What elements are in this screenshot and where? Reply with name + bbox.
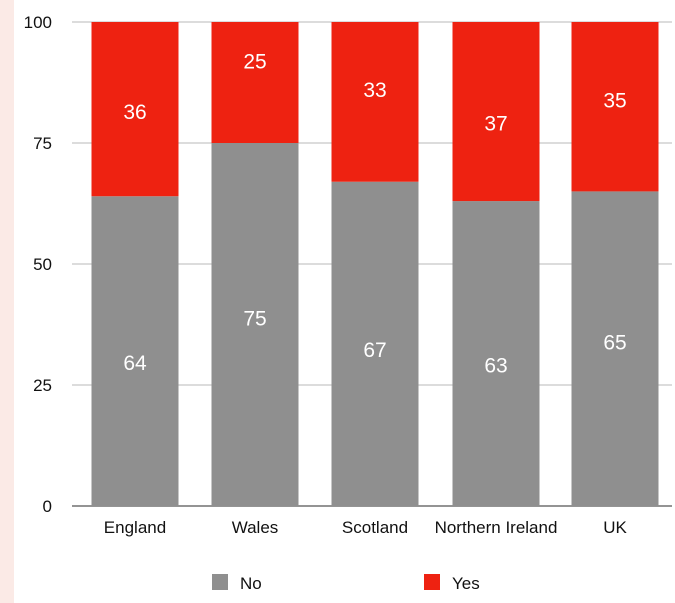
bar-yes-scotland <box>331 22 419 182</box>
bar-no-scotland <box>331 181 419 506</box>
x-tick-label-england: England <box>104 518 166 537</box>
bar-no-uk <box>571 191 659 506</box>
legend-label-yes: Yes <box>452 574 480 593</box>
y-tick-label-25: 25 <box>33 376 52 395</box>
y-tick-label-50: 50 <box>33 255 52 274</box>
x-tick-label-scotland: Scotland <box>342 518 408 537</box>
bar-yes-wales <box>211 22 299 143</box>
legend-swatch-yes <box>424 574 440 590</box>
x-tick-label-wales: Wales <box>232 518 279 537</box>
bar-value-label-yes-northern-ireland: 37 <box>484 113 507 136</box>
y-tick-label-75: 75 <box>33 134 52 153</box>
bar-yes-england <box>91 22 179 197</box>
y-tick-label-100: 100 <box>24 13 52 32</box>
x-tick-label-uk: UK <box>603 518 627 537</box>
bar-value-label-no-northern-ireland: 63 <box>484 355 507 378</box>
bar-yes-northern-ireland <box>452 22 540 202</box>
bar-no-wales <box>211 143 299 506</box>
bar-value-label-yes-scotland: 33 <box>363 79 386 102</box>
bar-value-label-no-england: 64 <box>123 352 147 375</box>
bar-value-label-yes-uk: 35 <box>603 90 626 113</box>
legend-swatch-no <box>212 574 228 590</box>
y-tick-label-0: 0 <box>43 497 52 516</box>
bar-yes-uk <box>571 22 659 192</box>
bar-value-label-no-wales: 75 <box>243 308 266 331</box>
bar-value-label-yes-wales: 25 <box>243 51 266 74</box>
x-tick-label-northern-ireland: Northern Ireland <box>435 518 558 537</box>
bar-value-label-no-scotland: 67 <box>363 339 386 362</box>
legend-label-no: No <box>240 574 262 593</box>
bar-value-label-yes-england: 36 <box>123 101 146 124</box>
bar-no-northern-ireland <box>452 201 540 506</box>
bar-value-label-no-uk: 65 <box>603 332 626 355</box>
bar-no-england <box>91 196 179 507</box>
left-accent-strip <box>0 0 14 603</box>
